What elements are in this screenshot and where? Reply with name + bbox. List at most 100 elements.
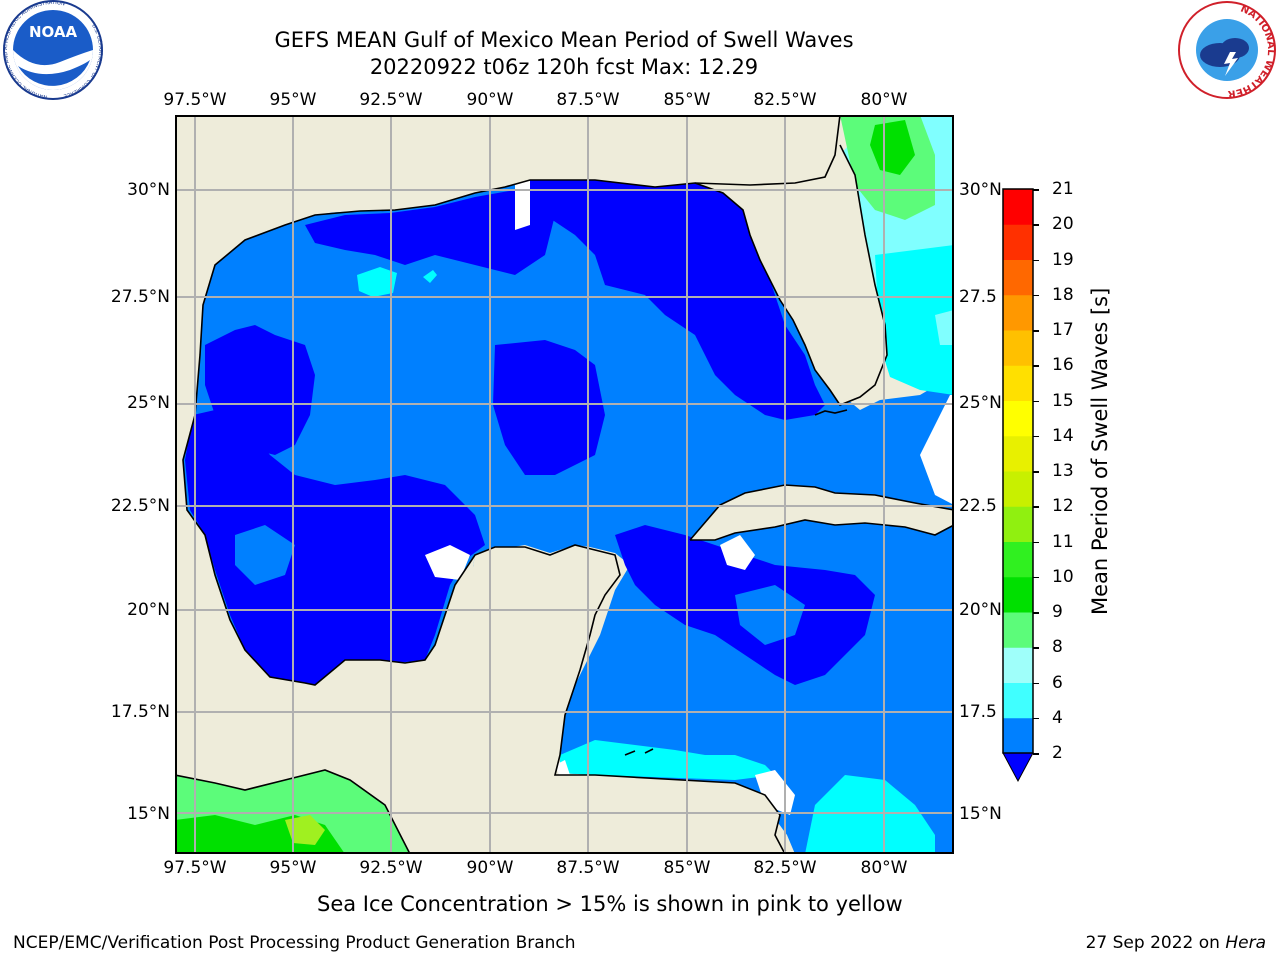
colorbar-tick-mark [1033,717,1039,720]
noaa-logo: NOAA NATIONAL OCEANIC AND ATMOSPHERIC AD… [3,0,103,100]
gulf-water-dark [520,180,825,420]
colorbar-tick-mark [1033,259,1039,261]
noaa-logo-text: NOAA [29,23,78,41]
lat-tick-right: 20°N [959,600,1002,620]
colorbar-tick-label: 20 [1052,214,1074,235]
lat-tick-left: 20°N [127,600,170,620]
colorbar-segment [1003,717,1033,754]
colorbar-segment [1003,435,1033,472]
footer-machine: Hera [1225,933,1266,953]
lon-tick-bottom: 80°W [860,858,908,878]
colorbar-tick-mark [1033,541,1039,543]
lat-tick-right: 27.5 [959,287,997,307]
yucatan-land [465,545,620,775]
colorbar-tick-mark [1033,294,1039,297]
lon-tick-bottom: 90°W [466,858,514,878]
colorbar-segment [1003,647,1033,683]
footer-date-text: 27 Sep 2022 on [1085,933,1226,953]
colorbar-segment [1003,576,1033,613]
lat-tick-left: 17.5°N [110,702,170,722]
colorbar-tick-label: 14 [1052,425,1074,446]
colorbar-tick-label: 18 [1052,284,1074,305]
sea-ice-caption: Sea Ice Concentration > 15% is shown in … [317,892,903,916]
colorbar-segment [1003,400,1033,437]
colorbar-segment [1003,471,1033,507]
colorbar-tick-label: 9 [1052,602,1063,622]
colorbar-segment [1003,506,1033,542]
colorbar-tick-mark [1033,365,1039,367]
colorbar-tick-mark [1033,682,1039,684]
colorbar-segment [1003,294,1033,331]
lon-tick-bottom: 85°W [663,858,711,878]
lat-tick-left: 25°N [127,393,170,413]
chart-title: GEFS MEAN Gulf of Mexico Mean Period of … [274,28,854,52]
footer-date: 27 Sep 2022 on Hera [1086,933,1266,953]
nws-logo: NATIONAL WEATHER SERVICE [1175,0,1276,99]
colorbar-segment [1003,541,1033,578]
lon-tick-bottom: 82.5°W [753,858,817,878]
lon-tick-bottom: 92.5°W [359,858,423,878]
lat-tick-left: 22.5°N [110,496,170,516]
colorbar-segment [1003,330,1033,366]
lon-tick-bottom: 95°W [269,858,317,878]
lon-tick-top: 92.5°W [359,90,423,110]
cuba-land [690,485,954,540]
swell-period-map [175,115,954,854]
colorbar-tick-label: 17 [1052,320,1074,340]
lon-tick-bottom: 87.5°W [556,858,620,878]
colorbar-tick-mark [1033,506,1039,508]
central-america-land [465,775,785,854]
colorbar-tick-label: 4 [1052,707,1063,728]
lon-tick-top: 82.5°W [753,90,817,110]
colorbar-label: Mean Period of Swell Waves [s] [1088,287,1112,615]
colorbar-segment [1003,189,1033,225]
colorbar-tick-mark [1033,576,1039,579]
colorbar-tick-mark [1033,189,1039,191]
lat-tick-right: 22.5 [959,496,997,516]
colorbar-tick-label: 15 [1052,390,1074,411]
colorbar-extend-arrow [1002,752,1034,783]
colorbar-segment [1003,365,1033,401]
colorbar-tick-mark [1033,753,1039,755]
lon-tick-top: 85°W [663,90,711,110]
colorbar-tick-mark [1033,435,1039,438]
gridlines [175,115,954,854]
colorbar-tick-label: 19 [1052,249,1074,270]
colorbar-tick-label: 21 [1052,179,1074,199]
colorbar-tick-label: 12 [1052,496,1074,517]
colorbar-tick-label: 13 [1052,461,1074,481]
chart-subtitle: 20220922 t06z 120h fcst Max: 12.29 [369,55,759,79]
colorbar-segment [1003,224,1033,260]
lat-tick-left: 15°N [127,804,170,824]
colorbar-tick-label: 6 [1052,672,1063,693]
lon-tick-top: 95°W [269,90,317,110]
colorbar-tick-mark [1033,224,1039,226]
lat-tick-right: 30°N [959,180,1002,200]
lon-tick-top: 90°W [466,90,514,110]
colorbar-segment [1003,259,1033,296]
lon-tick-top: 80°W [860,90,908,110]
colorbar-tick-label: 16 [1052,355,1074,376]
map-frame [175,115,954,854]
footer-branch: NCEP/EMC/Verification Post Processing Pr… [13,933,576,953]
lat-tick-left: 30°N [127,180,170,200]
lon-tick-top: 87.5°W [556,90,620,110]
lon-tick-top: 97.5°W [163,90,227,110]
lat-tick-right: 15°N [959,804,1002,824]
colorbar-tick-mark [1033,471,1039,473]
colorbar-tick-mark [1033,400,1039,402]
colorbar-tick-label: 8 [1052,637,1063,658]
lat-tick-left: 27.5°N [110,287,170,307]
colorbar-tick-mark [1033,612,1039,614]
lat-tick-right: 17.5 [959,702,997,722]
lat-tick-right: 25°N [959,393,1002,413]
colorbar [1002,188,1034,783]
colorbar-segment [1003,682,1033,719]
colorbar-tick-label: 10 [1052,566,1074,587]
colorbar-tick-label: 2 [1052,743,1063,763]
colorbar-tick-mark [1033,330,1039,332]
colorbar-tick-label: 11 [1052,531,1074,552]
caribbean-cyan-band [560,740,775,780]
colorbar-segment [1003,612,1033,648]
colorbar-tick-mark [1033,647,1039,649]
